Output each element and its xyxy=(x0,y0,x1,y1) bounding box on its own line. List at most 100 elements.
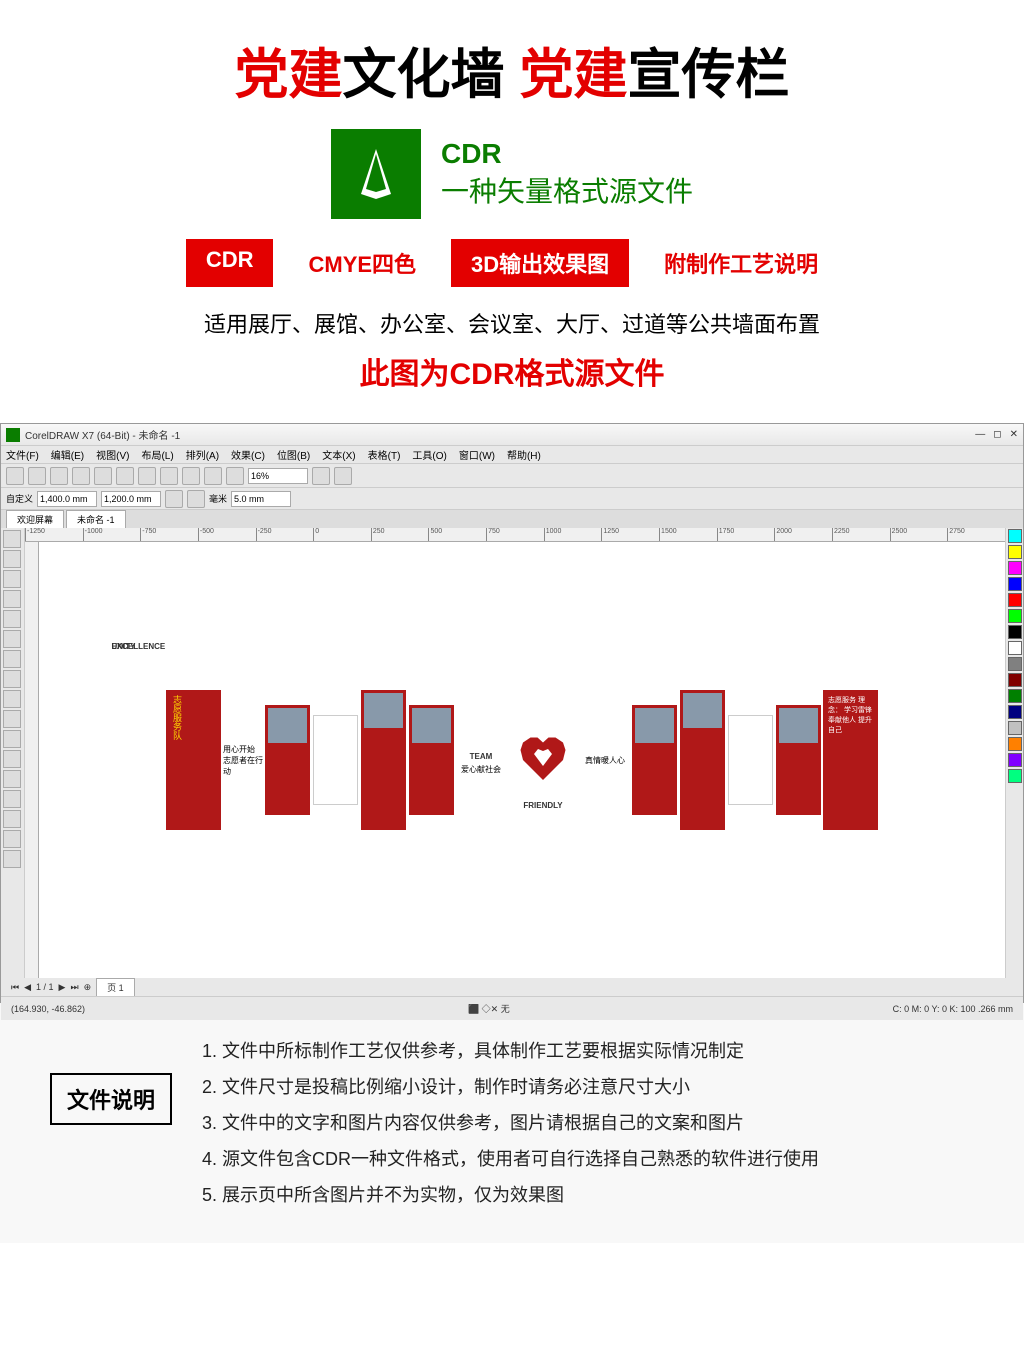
swatch-white[interactable] xyxy=(1008,641,1022,655)
panel-1[interactable] xyxy=(265,705,310,815)
swatch-orange[interactable] xyxy=(1008,737,1022,751)
landscape-button[interactable] xyxy=(187,490,205,508)
canvas-content[interactable]: 志愿服务队 用心开始 志愿者在行动 UNITY TEAM 爱心献社会 xyxy=(39,542,1005,978)
next-page-icon[interactable]: ▶ xyxy=(59,982,66,993)
panel-4[interactable] xyxy=(409,705,454,815)
menu-help[interactable]: 帮助(H) xyxy=(507,447,541,462)
export-button[interactable] xyxy=(226,467,244,485)
swatch-navy[interactable] xyxy=(1008,705,1022,719)
main-title: 党建文化墙 党建宣传栏 xyxy=(50,30,974,109)
options-button[interactable] xyxy=(334,467,352,485)
shape-tool[interactable] xyxy=(3,550,21,568)
width-input[interactable] xyxy=(37,491,97,507)
height-input[interactable] xyxy=(101,491,161,507)
swatch-dgreen[interactable] xyxy=(1008,689,1022,703)
unity-group: UNITY xyxy=(265,690,454,830)
freehand-tool[interactable] xyxy=(3,610,21,628)
copy-button[interactable] xyxy=(116,467,134,485)
swatch-red[interactable] xyxy=(1008,593,1022,607)
panel-8[interactable] xyxy=(776,705,821,815)
swatch-yellow[interactable] xyxy=(1008,545,1022,559)
menu-text[interactable]: 文本(X) xyxy=(322,447,355,462)
rectangle-tool[interactable] xyxy=(3,650,21,668)
swatch-teal[interactable] xyxy=(1008,769,1022,783)
last-page-icon[interactable]: ⏭ xyxy=(70,982,78,993)
color-readout: C: 0 M: 0 Y: 0 K: 100 .266 mm xyxy=(893,1004,1013,1014)
left-title-panel[interactable]: 志愿服务队 xyxy=(166,690,221,830)
zoom-input[interactable] xyxy=(248,468,308,484)
left-subtitle: 用心开始 志愿者在行动 xyxy=(223,744,263,777)
panel-7[interactable] xyxy=(728,715,773,805)
import-button[interactable] xyxy=(204,467,222,485)
right-title-panel[interactable]: 志愿服务 理念： 学习雷锋 奉献他人 提升自己 xyxy=(823,690,878,830)
close-icon[interactable]: ✕ xyxy=(1010,429,1018,440)
open-button[interactable] xyxy=(28,467,46,485)
menu-arrange[interactable]: 排列(A) xyxy=(186,447,219,462)
footer-item-2: 2. 文件尺寸是投稿比例缩小设计，制作时请务必注意尺寸大小 xyxy=(202,1069,974,1105)
add-page-icon[interactable]: ⊕ xyxy=(84,982,92,993)
swatch-gray[interactable] xyxy=(1008,657,1022,671)
table-tool[interactable] xyxy=(3,730,21,748)
menu-bitmap[interactable]: 位图(B) xyxy=(277,447,310,462)
panel-5[interactable] xyxy=(632,705,677,815)
tag-craft: 附制作工艺说明 xyxy=(644,239,838,287)
menu-window[interactable]: 窗口(W) xyxy=(459,447,495,462)
menu-file[interactable]: 文件(F) xyxy=(6,447,39,462)
snap-button[interactable] xyxy=(312,467,330,485)
paste-button[interactable] xyxy=(138,467,156,485)
effects-tool[interactable] xyxy=(3,790,21,808)
panel-6[interactable] xyxy=(680,690,725,830)
swatch-maroon[interactable] xyxy=(1008,673,1022,687)
prev-page-icon[interactable]: ◀ xyxy=(24,982,31,993)
menu-effects[interactable]: 效果(C) xyxy=(231,447,265,462)
maximize-icon[interactable]: ◻ xyxy=(993,429,1001,440)
crop-tool[interactable] xyxy=(3,570,21,588)
swatch-blue[interactable] xyxy=(1008,577,1022,591)
panel-3[interactable] xyxy=(361,690,406,830)
polygon-tool[interactable] xyxy=(3,690,21,708)
team-label: TEAM xyxy=(470,752,493,761)
swatch-cyan[interactable] xyxy=(1008,529,1022,543)
ellipse-tool[interactable] xyxy=(3,670,21,688)
eyedropper-tool[interactable] xyxy=(3,810,21,828)
panel-2[interactable] xyxy=(313,715,358,805)
undo-button[interactable] xyxy=(160,467,178,485)
fill-tool[interactable] xyxy=(3,830,21,848)
artistic-tool[interactable] xyxy=(3,630,21,648)
outline-tool[interactable] xyxy=(3,850,21,868)
window-titlebar[interactable]: CorelDRAW X7 (64-Bit) - 未命名 -1 — ◻ ✕ xyxy=(1,424,1023,446)
minimize-icon[interactable]: — xyxy=(975,429,985,440)
connector-tool[interactable] xyxy=(3,770,21,788)
zoom-tool[interactable] xyxy=(3,590,21,608)
save-button[interactable] xyxy=(50,467,68,485)
menu-edit[interactable]: 编辑(E) xyxy=(51,447,84,462)
menu-layout[interactable]: 布局(L) xyxy=(141,447,173,462)
title-part-4: 宣传栏 xyxy=(628,45,790,105)
print-button[interactable] xyxy=(72,467,90,485)
swatch-purple[interactable] xyxy=(1008,753,1022,767)
first-page-icon[interactable]: ⏮ xyxy=(11,982,19,993)
page-tab[interactable]: 页 1 xyxy=(96,978,135,996)
new-button[interactable] xyxy=(6,467,24,485)
pick-tool[interactable] xyxy=(3,530,21,548)
swatch-silver[interactable] xyxy=(1008,721,1022,735)
canvas-area[interactable]: -1250 -1000 -750 -500 -250 0 250 500 750… xyxy=(25,528,1005,978)
nudge-input[interactable] xyxy=(231,491,291,507)
swatch-black[interactable] xyxy=(1008,625,1022,639)
swatch-green[interactable] xyxy=(1008,609,1022,623)
menu-table[interactable]: 表格(T) xyxy=(368,447,401,462)
cut-button[interactable] xyxy=(94,467,112,485)
dimension-tool[interactable] xyxy=(3,750,21,768)
title-part-2: 文化墙 xyxy=(342,45,519,105)
heart-center[interactable]: FRIENDLY xyxy=(508,725,578,795)
swatch-magenta[interactable] xyxy=(1008,561,1022,575)
design-artwork[interactable]: 志愿服务队 用心开始 志愿者在行动 UNITY TEAM 爱心献社会 xyxy=(111,660,932,860)
redo-button[interactable] xyxy=(182,467,200,485)
title-part-1: 党建 xyxy=(234,45,342,105)
text-tool[interactable] xyxy=(3,710,21,728)
menu-tools[interactable]: 工具(O) xyxy=(412,447,446,462)
tab-welcome[interactable]: 欢迎屏幕 xyxy=(6,510,64,528)
tab-document[interactable]: 未命名 -1 xyxy=(66,510,126,528)
menu-view[interactable]: 视图(V) xyxy=(96,447,129,462)
portrait-button[interactable] xyxy=(165,490,183,508)
